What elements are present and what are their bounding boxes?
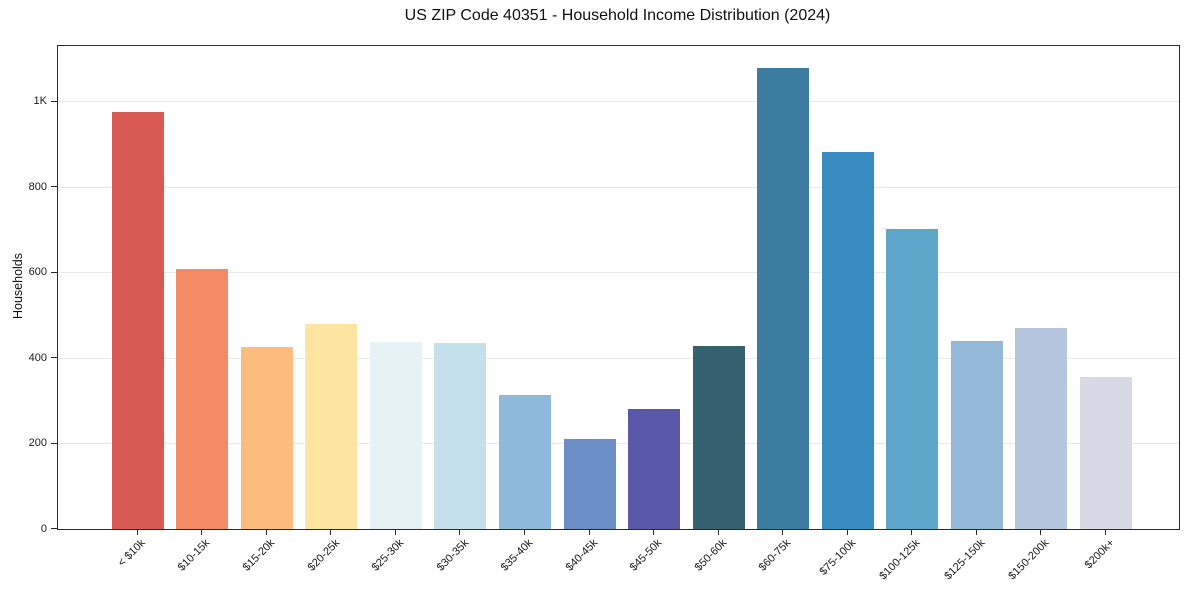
x-tick — [394, 529, 396, 535]
x-tick-label: $35-40k — [498, 537, 536, 574]
y-tick — [51, 528, 57, 529]
x-tick-label: $45-50k — [627, 537, 665, 574]
x-tick-label: $150-200k — [1006, 537, 1052, 583]
y-tick — [51, 442, 57, 444]
bar — [305, 323, 358, 529]
y-tick — [51, 357, 57, 359]
x-tick — [1040, 529, 1042, 535]
x-tick-label: < $10k — [116, 537, 149, 570]
x-tick-label: $60-75k — [757, 537, 794, 574]
x-tick-label: $20-25k — [305, 537, 342, 574]
x-tick — [136, 529, 138, 535]
x-tick — [846, 529, 848, 535]
y-tick-label: 800 — [28, 180, 47, 193]
bar — [628, 409, 681, 529]
y-tick-label: 200 — [28, 437, 47, 449]
x-tick — [911, 529, 913, 535]
gridline — [58, 101, 1179, 103]
y-tick — [51, 271, 57, 273]
x-tick-label: $125-150k — [942, 537, 988, 583]
y-tick-label: 1K — [33, 95, 47, 108]
x-tick-label: $25-30k — [369, 537, 407, 574]
gridline — [58, 443, 1179, 444]
bar — [950, 340, 1003, 529]
x-tick — [459, 529, 461, 535]
x-tick — [524, 529, 525, 535]
bar — [886, 229, 939, 529]
gridline — [58, 186, 1179, 188]
bar — [240, 347, 293, 529]
bar — [757, 68, 810, 529]
bar — [692, 346, 745, 529]
plot-area — [57, 45, 1180, 530]
bar — [111, 112, 164, 529]
x-tick — [1104, 529, 1106, 535]
bar — [434, 343, 487, 529]
bar — [369, 341, 422, 529]
bar — [499, 395, 551, 529]
x-tick-label: $75-100k — [817, 537, 859, 578]
gridline — [58, 272, 1179, 274]
x-tick — [975, 529, 977, 535]
x-tick — [201, 529, 203, 535]
bar — [1015, 328, 1068, 529]
gridline — [58, 357, 1179, 359]
x-tick-label: $100-125k — [877, 537, 923, 583]
bar — [1079, 377, 1132, 529]
x-tick — [782, 529, 784, 535]
x-tick-label: $15-20k — [240, 537, 278, 574]
y-tick-label: 600 — [28, 266, 47, 279]
x-tick — [653, 529, 655, 535]
y-tick-label: 0 — [40, 522, 47, 535]
y-tick — [51, 186, 57, 188]
x-tick — [717, 529, 719, 535]
x-tick-label: $200k+ — [1082, 537, 1117, 572]
x-tick-label: $40-45k — [563, 537, 601, 574]
x-tick-label: $50-60k — [692, 537, 730, 574]
chart-title: US ZIP Code 40351 - Household Income Dis… — [404, 7, 831, 24]
y-tick-label: 400 — [28, 351, 47, 364]
x-tick-label: $30-35k — [434, 537, 471, 574]
y-axis-title: Households — [11, 252, 25, 320]
bar — [563, 439, 616, 529]
bar — [821, 152, 874, 529]
x-tick-label: $10-15k — [176, 537, 213, 574]
y-tick — [51, 100, 57, 102]
x-tick — [265, 529, 267, 535]
bar — [176, 269, 229, 529]
x-tick — [330, 529, 332, 535]
x-tick — [588, 529, 590, 535]
